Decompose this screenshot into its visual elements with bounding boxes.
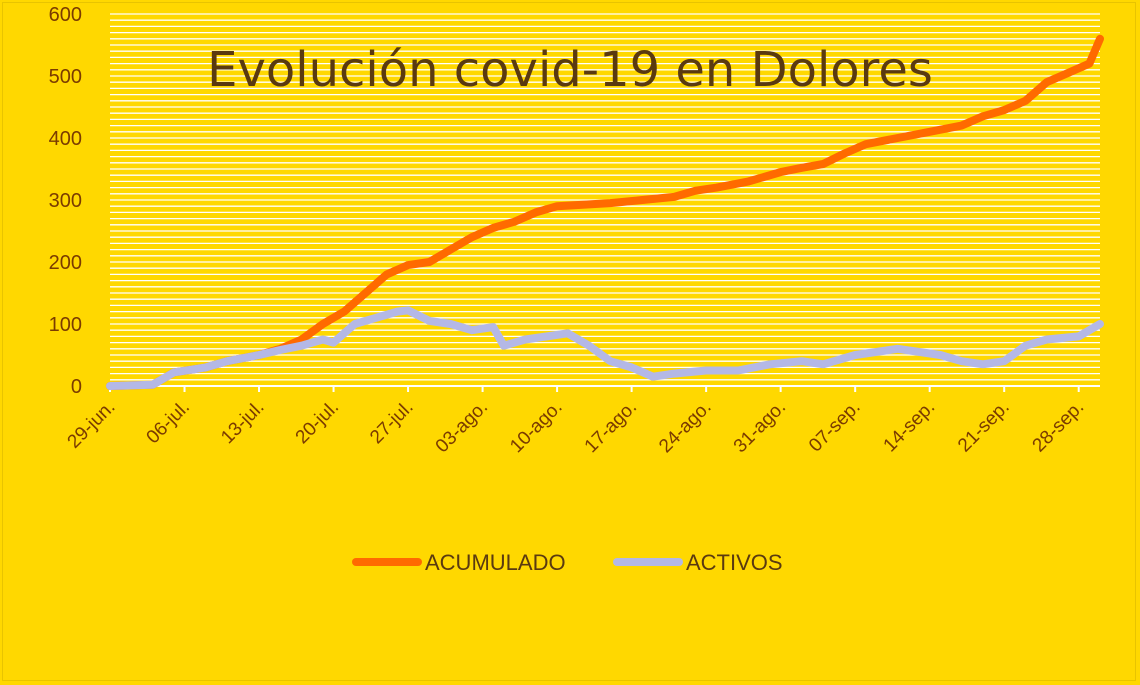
x-tick-label: 28-sep. <box>1029 397 1089 457</box>
legend-label: ACUMULADO <box>425 550 566 575</box>
x-tick-label: 13-jul. <box>217 397 268 448</box>
y-tick-label: 300 <box>49 190 82 212</box>
series-line-acumulado <box>106 34 1104 390</box>
y-tick-label: 600 <box>49 4 82 26</box>
x-tick-label: 31-ago. <box>730 397 790 457</box>
legend: ACUMULADO ACTIVOS <box>352 550 783 575</box>
x-tick-label: 24-ago. <box>655 397 715 457</box>
gridlines <box>110 13 1100 387</box>
y-tick-label: 0 <box>71 376 82 398</box>
series-lines <box>106 34 1104 390</box>
y-axis: 0 100 200 300 400 500 600 <box>49 4 82 398</box>
series-line-activos <box>106 306 1104 390</box>
x-tick-label: 10-ago. <box>506 397 566 457</box>
y-tick-label: 500 <box>49 66 82 88</box>
x-tick-label: 07-sep. <box>805 397 865 457</box>
x-tick-label: 29-jun. <box>64 397 120 453</box>
x-tick-label: 21-sep. <box>954 397 1014 457</box>
x-tick-label: 14-sep. <box>880 397 940 457</box>
x-tick-label: 03-ago. <box>432 397 492 457</box>
y-tick-label: 200 <box>49 252 82 274</box>
chart-title: Evolución covid-19 en Dolores <box>207 42 933 98</box>
x-tick-label: 20-jul. <box>292 397 343 448</box>
x-tick-label: 06-jul. <box>143 397 194 448</box>
x-tick-label: 17-ago. <box>581 397 641 457</box>
x-tick-label: 27-jul. <box>366 397 417 448</box>
x-axis: 29-jun. 06-jul. 13-jul. 20-jul. 27-jul. 03-ag… <box>64 386 1089 457</box>
y-tick-label: 400 <box>49 128 82 150</box>
legend-label: ACTIVOS <box>686 550 783 575</box>
y-tick-label: 100 <box>49 314 82 336</box>
